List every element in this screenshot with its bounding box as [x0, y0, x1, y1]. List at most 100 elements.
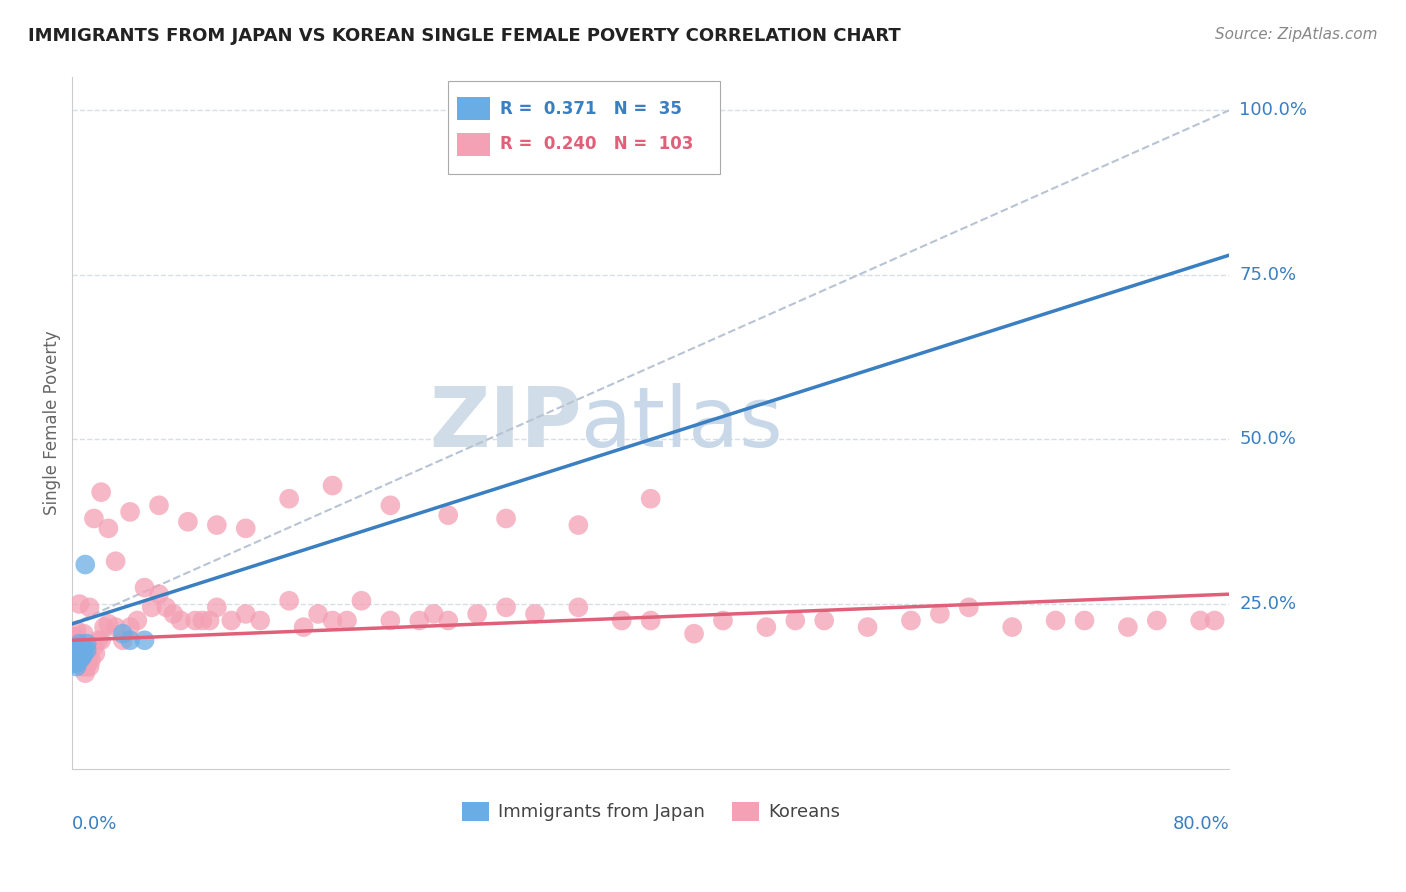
- Point: [70, 647, 93, 661]
- Point: [77, 653, 100, 667]
- Legend: Immigrants from Japan, Koreans: Immigrants from Japan, Koreans: [454, 795, 846, 829]
- Point: [62, 657, 84, 671]
- Point: [69, 647, 91, 661]
- Point: [205, 518, 228, 533]
- Point: [66, 640, 89, 654]
- Point: [111, 626, 134, 640]
- Point: [70, 647, 93, 661]
- Point: [70, 640, 93, 654]
- Point: [87, 633, 110, 648]
- Point: [97, 521, 120, 535]
- Point: [177, 515, 200, 529]
- Point: [63, 643, 86, 657]
- Point: [66, 636, 89, 650]
- Point: [813, 614, 835, 628]
- Text: 50.0%: 50.0%: [1239, 431, 1296, 449]
- Text: Source: ZipAtlas.com: Source: ZipAtlas.com: [1215, 27, 1378, 42]
- Point: [72, 659, 94, 673]
- Point: [62, 636, 84, 650]
- Point: [221, 614, 243, 628]
- Point: [69, 647, 91, 661]
- Point: [62, 630, 84, 644]
- Point: [278, 593, 301, 607]
- Point: [465, 607, 488, 621]
- Text: 0.0%: 0.0%: [72, 814, 118, 833]
- Point: [75, 659, 97, 673]
- Text: atlas: atlas: [581, 383, 783, 464]
- Point: [90, 485, 112, 500]
- Point: [69, 653, 91, 667]
- Point: [957, 600, 980, 615]
- Point: [83, 640, 105, 654]
- Point: [69, 640, 91, 654]
- Point: [278, 491, 301, 506]
- Point: [184, 614, 207, 628]
- Point: [380, 614, 402, 628]
- Point: [567, 518, 589, 533]
- Text: R =  0.371   N =  35: R = 0.371 N = 35: [501, 100, 682, 118]
- Point: [79, 659, 101, 673]
- Point: [62, 647, 84, 661]
- Point: [65, 647, 87, 661]
- Point: [63, 640, 86, 654]
- Point: [198, 614, 221, 628]
- Point: [1146, 614, 1168, 628]
- Point: [104, 554, 127, 568]
- Point: [1073, 614, 1095, 628]
- Point: [711, 614, 734, 628]
- Point: [90, 633, 112, 648]
- Text: 25.0%: 25.0%: [1239, 595, 1296, 613]
- Point: [640, 614, 662, 628]
- Point: [1116, 620, 1139, 634]
- Point: [120, 633, 142, 648]
- Point: [65, 649, 87, 664]
- Point: [495, 511, 517, 525]
- Y-axis label: Single Female Poverty: Single Female Poverty: [44, 331, 60, 516]
- Point: [1189, 614, 1212, 628]
- Point: [66, 649, 89, 664]
- Point: [205, 600, 228, 615]
- Point: [120, 620, 142, 634]
- Point: [73, 659, 96, 673]
- Point: [1204, 614, 1226, 628]
- Point: [63, 653, 86, 667]
- Point: [785, 614, 807, 628]
- Text: R =  0.240   N =  103: R = 0.240 N = 103: [501, 136, 693, 153]
- Point: [235, 607, 257, 621]
- Point: [83, 511, 105, 525]
- FancyBboxPatch shape: [449, 81, 720, 174]
- Point: [69, 649, 91, 664]
- Point: [72, 647, 94, 661]
- Point: [134, 633, 156, 648]
- Point: [900, 614, 922, 628]
- Text: 100.0%: 100.0%: [1239, 102, 1308, 120]
- Point: [69, 636, 91, 650]
- Point: [437, 508, 460, 523]
- Point: [66, 653, 89, 667]
- Point: [75, 666, 97, 681]
- Point: [65, 653, 87, 667]
- Point: [69, 597, 91, 611]
- Point: [73, 647, 96, 661]
- Point: [72, 640, 94, 654]
- Point: [65, 659, 87, 673]
- Point: [76, 647, 98, 661]
- Point: [322, 614, 344, 628]
- Point: [437, 614, 460, 628]
- Point: [127, 614, 149, 628]
- Point: [73, 643, 96, 657]
- Point: [235, 521, 257, 535]
- Point: [62, 643, 84, 657]
- Point: [66, 640, 89, 654]
- Point: [495, 600, 517, 615]
- Point: [75, 558, 97, 572]
- Point: [856, 620, 879, 634]
- Point: [76, 643, 98, 657]
- Point: [76, 659, 98, 673]
- Point: [170, 614, 193, 628]
- Point: [640, 491, 662, 506]
- Point: [307, 607, 329, 621]
- Point: [63, 649, 86, 664]
- Point: [70, 649, 93, 664]
- Point: [755, 620, 778, 634]
